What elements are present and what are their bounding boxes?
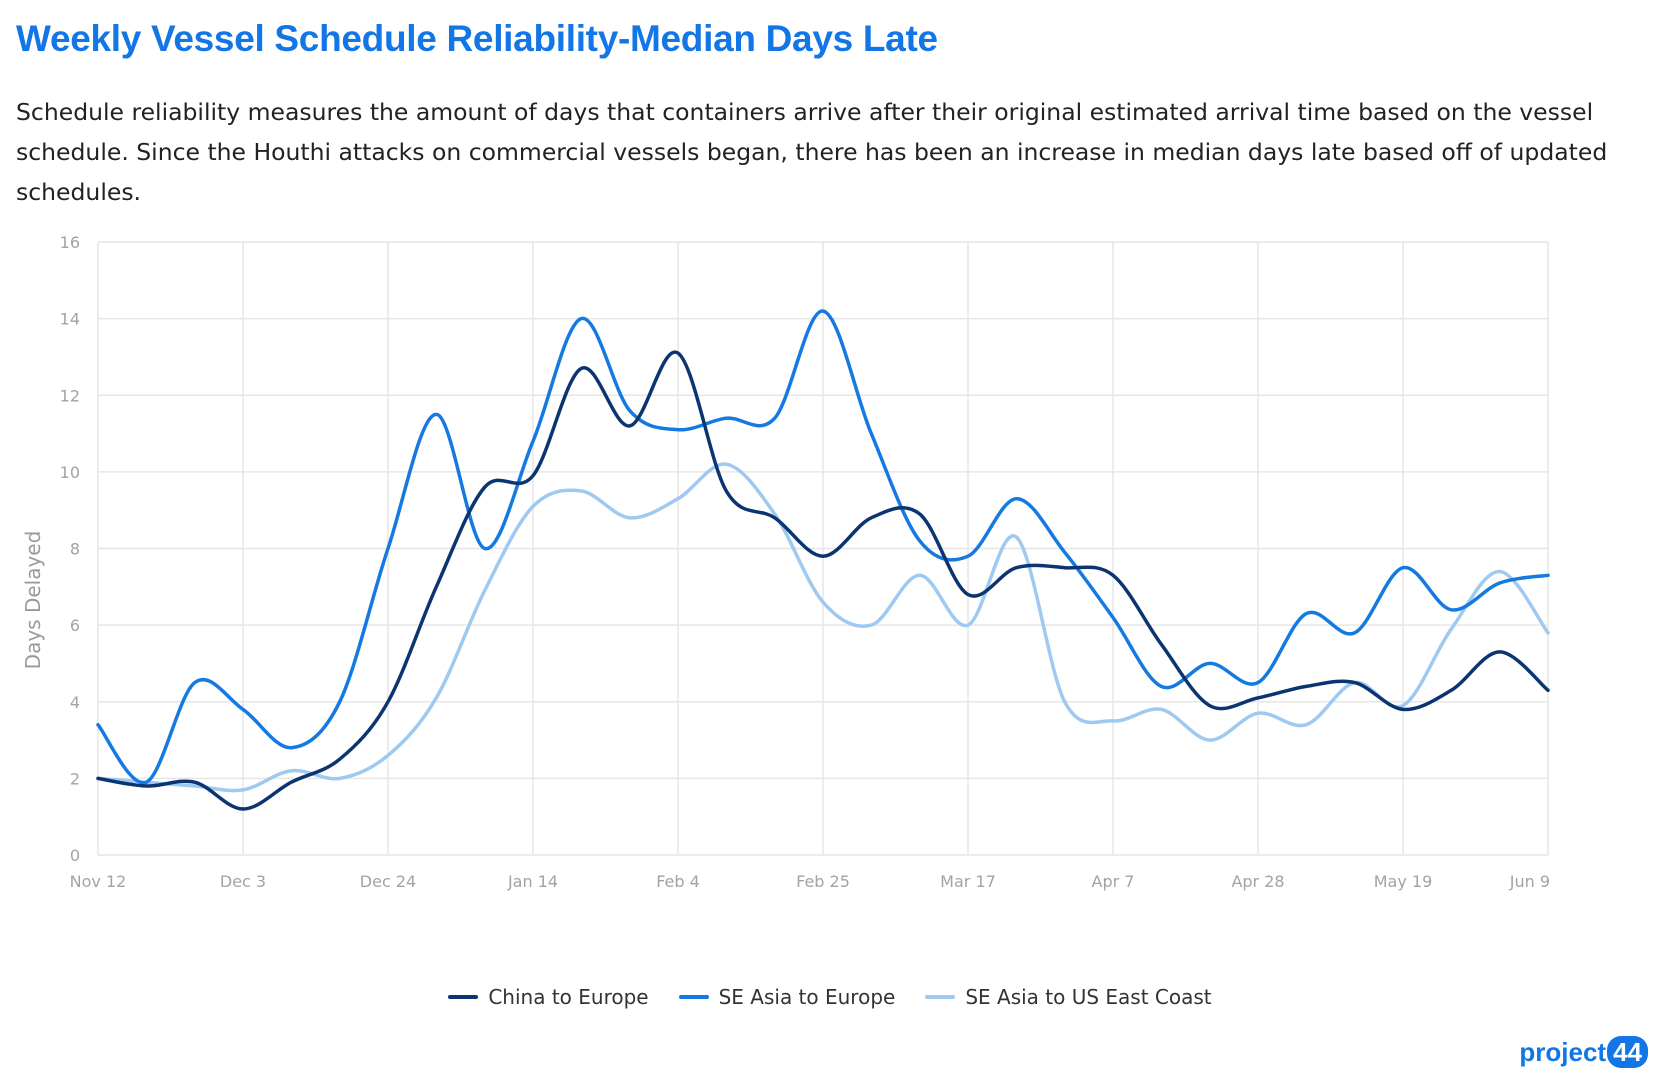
y-tick-label: 10 bbox=[60, 463, 80, 482]
chart-legend: China to Europe SE Asia to Europe SE Asi… bbox=[0, 985, 1660, 1009]
legend-item-se-asia-to-europe[interactable]: SE Asia to Europe bbox=[678, 985, 896, 1009]
x-tick-label: Apr 28 bbox=[1231, 872, 1284, 891]
y-tick-label: 2 bbox=[70, 769, 80, 788]
legend-swatch bbox=[678, 995, 709, 999]
series-line-se-asia-to-us-east-coast bbox=[96, 462, 1550, 793]
x-tick-label: Feb 4 bbox=[656, 872, 700, 891]
y-axis-ticks: 0 2 4 6 8 10 12 14 16 bbox=[60, 233, 80, 865]
series-lines bbox=[96, 309, 1550, 811]
legend-item-china-to-europe[interactable]: China to Europe bbox=[448, 985, 649, 1009]
y-tick-label: 8 bbox=[70, 540, 80, 559]
series-line-se-asia-to-europe bbox=[96, 309, 1550, 785]
logo-text: project bbox=[1519, 1036, 1607, 1067]
x-tick-label: Dec 24 bbox=[360, 872, 416, 891]
y-tick-label: 14 bbox=[60, 310, 80, 329]
project44-logo: project 44 bbox=[1519, 1036, 1648, 1068]
legend-item-se-asia-to-us-east-coast[interactable]: SE Asia to US East Coast bbox=[925, 985, 1212, 1009]
x-tick-label: Nov 12 bbox=[70, 872, 127, 891]
x-tick-label: Feb 25 bbox=[796, 872, 850, 891]
x-tick-label: Jan 14 bbox=[507, 872, 558, 891]
x-tick-label: Apr 7 bbox=[1092, 872, 1135, 891]
x-tick-label: Dec 3 bbox=[220, 872, 266, 891]
y-tick-label: 4 bbox=[70, 693, 80, 712]
y-tick-label: 12 bbox=[60, 386, 80, 405]
x-tick-label: Mar 17 bbox=[940, 872, 996, 891]
line-chart: 0 2 4 6 8 10 12 14 16 Nov 12 Dec 3 Dec 24 Jan 14 Feb… bbox=[21, 233, 1550, 891]
series-line-china-to-europe bbox=[96, 350, 1550, 811]
grid-lines bbox=[97, 241, 1549, 856]
y-tick-label: 0 bbox=[70, 846, 80, 865]
legend-swatch bbox=[448, 995, 479, 999]
chart-subtitle: Schedule reliability measures the amount… bbox=[16, 98, 1608, 206]
legend-label: SE Asia to Europe bbox=[718, 985, 896, 1009]
x-tick-label: May 19 bbox=[1374, 872, 1433, 891]
x-axis-ticks: Nov 12 Dec 3 Dec 24 Jan 14 Feb 4 Feb 25 Mar 17… bbox=[70, 872, 1550, 891]
chart-title: Weekly Vessel Schedule Reliability-Media… bbox=[16, 18, 938, 59]
logo-number: 44 bbox=[1607, 1036, 1648, 1068]
x-tick-label: Jun 9 bbox=[1509, 872, 1550, 891]
legend-label: SE Asia to US East Coast bbox=[965, 985, 1212, 1009]
y-tick-label: 16 bbox=[60, 233, 80, 252]
y-axis-title: Days Delayed bbox=[21, 531, 45, 670]
legend-swatch bbox=[925, 995, 956, 999]
legend-label: China to Europe bbox=[488, 985, 649, 1009]
y-tick-label: 6 bbox=[70, 616, 80, 635]
